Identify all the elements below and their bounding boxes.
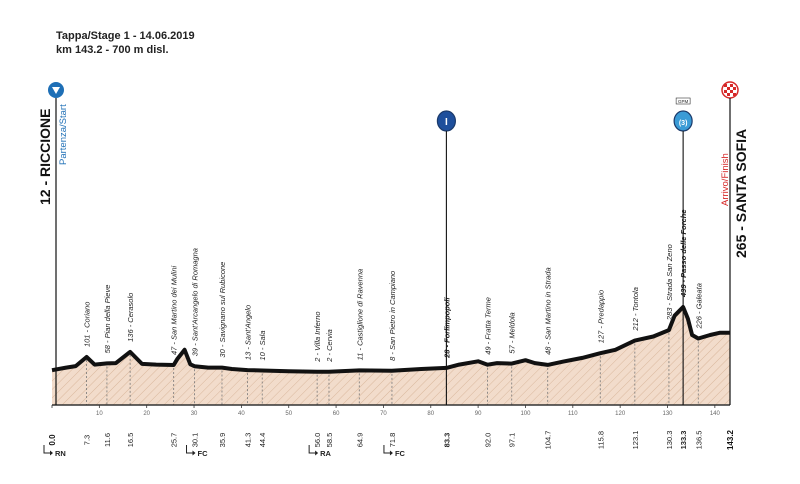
waypoint-km: 64.9 (355, 433, 364, 448)
road-arrow-head (315, 450, 319, 456)
profile-line (51, 305, 730, 374)
waypoint-km: 136.5 (694, 431, 703, 450)
waypoint-label: 136 - Cerasolo (126, 293, 135, 342)
road-arrow-icon (383, 445, 391, 454)
waypoint-km: 25.7 (170, 433, 179, 448)
waypoint-km: 44.4 (258, 433, 267, 448)
waypoint-label: 127 - Predappio (596, 290, 605, 343)
marker-symbol: I (445, 117, 448, 128)
waypoint-km: 11.6 (103, 433, 112, 447)
axis-tick-label: 100 (520, 411, 531, 417)
profile-area (52, 307, 730, 405)
road-arrow-icon (308, 445, 317, 454)
waypoint-km: 41.3 (244, 433, 253, 448)
waypoint-km: 58.5 (325, 433, 334, 448)
marker-symbol: (3) (679, 120, 688, 127)
road-label: RA (320, 449, 331, 458)
road-label: RN (55, 449, 66, 458)
waypoint-label: 39 - Sant'Arcangelo di Romagna (191, 248, 200, 356)
waypoint-label: 30 - Savignano sul Rubicone (218, 262, 227, 358)
start-km: 0.0 (48, 434, 57, 446)
axis-tick-label: 140 (710, 411, 721, 417)
road-arrow-head (192, 450, 196, 456)
waypoint-label: 49 - Fratta Terme (484, 297, 493, 355)
waypoint-km: 71.8 (388, 433, 397, 448)
waypoint-km: 16.5 (126, 433, 135, 448)
waypoint-km: 104.7 (544, 431, 553, 450)
waypoint-label: 2 - Cervia (325, 329, 334, 363)
waypoint-label: 57 - Meldola (508, 312, 517, 353)
road-arrow-icon (186, 445, 194, 454)
axis-tick-label: 90 (475, 411, 482, 417)
waypoint-label: 101 - Coriano (83, 302, 92, 347)
finish-label: Arrivo/Finish (720, 153, 731, 206)
axis-tick-label: 110 (568, 411, 578, 417)
waypoint-label: 226 - Galeata (694, 283, 703, 329)
axis-tick-label: 30 (191, 411, 198, 417)
axis-tick-label: 10 (96, 411, 103, 417)
sprint-marker-icon: I (436, 110, 456, 132)
waypoint-km: 56.0 (313, 433, 322, 448)
waypoint-km: 115.8 (596, 431, 605, 449)
waypoint-km: 7.3 (83, 435, 92, 445)
waypoint-label: 47 - San Martino dei Mulini (170, 265, 179, 355)
waypoint-label: 2 - Villa Inferno (313, 311, 322, 362)
axis-tick-label: 20 (143, 411, 150, 417)
axis-tick-label: 60 (333, 411, 340, 417)
waypoint-label: 58 - Pian della Pieve (103, 285, 112, 354)
axis-tick-label: 130 (662, 411, 673, 417)
axis-tick-label: 50 (285, 411, 292, 417)
road-arrow-head (50, 450, 53, 456)
axis-tick-label: 120 (615, 411, 626, 417)
gpm-marker-icon: GPM (3) (673, 97, 693, 132)
waypoint-km: 83.3 (442, 433, 451, 448)
start-name: 12 - RICCIONE (37, 109, 53, 205)
waypoint-label: 283 - Strada San Zeno (665, 244, 674, 321)
stage-title: Tappa/Stage 1 - 14.06.2019 (56, 30, 195, 42)
waypoint-label: 8 - San Pietro in Campiano (388, 271, 397, 361)
road-arrow-head (389, 450, 393, 456)
waypoint-km: 123.1 (631, 431, 640, 450)
waypoint-label: 48 - San Martino in Strada (544, 267, 553, 355)
waypoint-label: 13 - Sant'Angelo (244, 305, 253, 360)
waypoint-km: 92.0 (484, 433, 493, 448)
waypoint-label: 11 - Castiglione di Ravenna (355, 269, 364, 361)
start-label: Partenza/Start (58, 104, 69, 165)
waypoint-km: 130.3 (665, 431, 674, 450)
finish-name: 265 - SANTA SOFIA (733, 129, 749, 258)
checkered-flag-icon (721, 81, 739, 99)
waypoint-km: 35.9 (218, 433, 227, 448)
waypoint-label: 212 - Tontola (631, 287, 640, 332)
gpm-badge-label: GPM (678, 99, 689, 104)
road-label: FC (395, 449, 406, 458)
start-arrow-glyph (52, 87, 60, 94)
waypoint-km: 97.1 (508, 433, 517, 448)
waypoint-km: 30.1 (191, 433, 200, 448)
waypoint-label: 10 - Sala (258, 330, 267, 360)
finish-km: 143.2 (726, 429, 735, 450)
axis-tick-label: 40 (238, 411, 245, 417)
stage-distance: km 143.2 - 700 m disl. (56, 44, 169, 56)
road-label: FC (198, 449, 209, 458)
waypoint-km: 133.3 (679, 431, 688, 450)
road-arrow-icon (43, 445, 51, 454)
axis-tick-label: 80 (427, 411, 434, 417)
axis-tick-label: 70 (380, 411, 387, 417)
